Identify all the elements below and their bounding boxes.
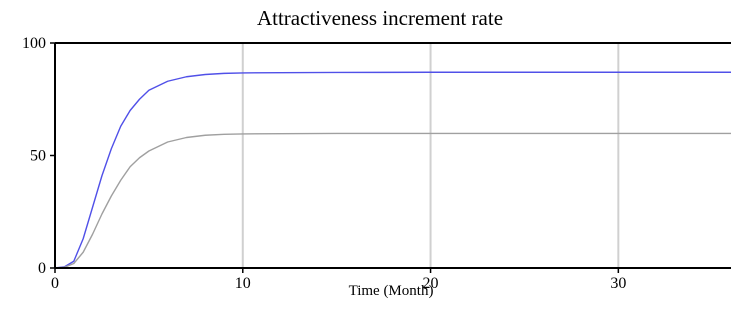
y-tick-label-0: 0 [38, 260, 46, 277]
x-tick-label-30: 30 [610, 275, 626, 292]
y-tick-label-50: 50 [30, 148, 46, 165]
y-axis-ticks: 0 50 100 [22, 35, 55, 277]
series-group [54, 71, 731, 269]
axes [54, 42, 731, 269]
series-line-1 [54, 71, 731, 269]
x-axis-ticks: 0 10 20 30 [51, 268, 626, 292]
x-axis-label: Time (Month) [349, 283, 434, 299]
x-tick-label-20: 20 [423, 275, 439, 292]
grid-lines [241, 43, 620, 268]
x-tick-label-0: 0 [51, 275, 59, 292]
x-tick-label-10: 10 [235, 275, 251, 292]
series-line-2 [54, 132, 731, 269]
chart-title: Attractiveness increment rate [257, 6, 503, 30]
y-tick-label-100: 100 [22, 35, 46, 52]
